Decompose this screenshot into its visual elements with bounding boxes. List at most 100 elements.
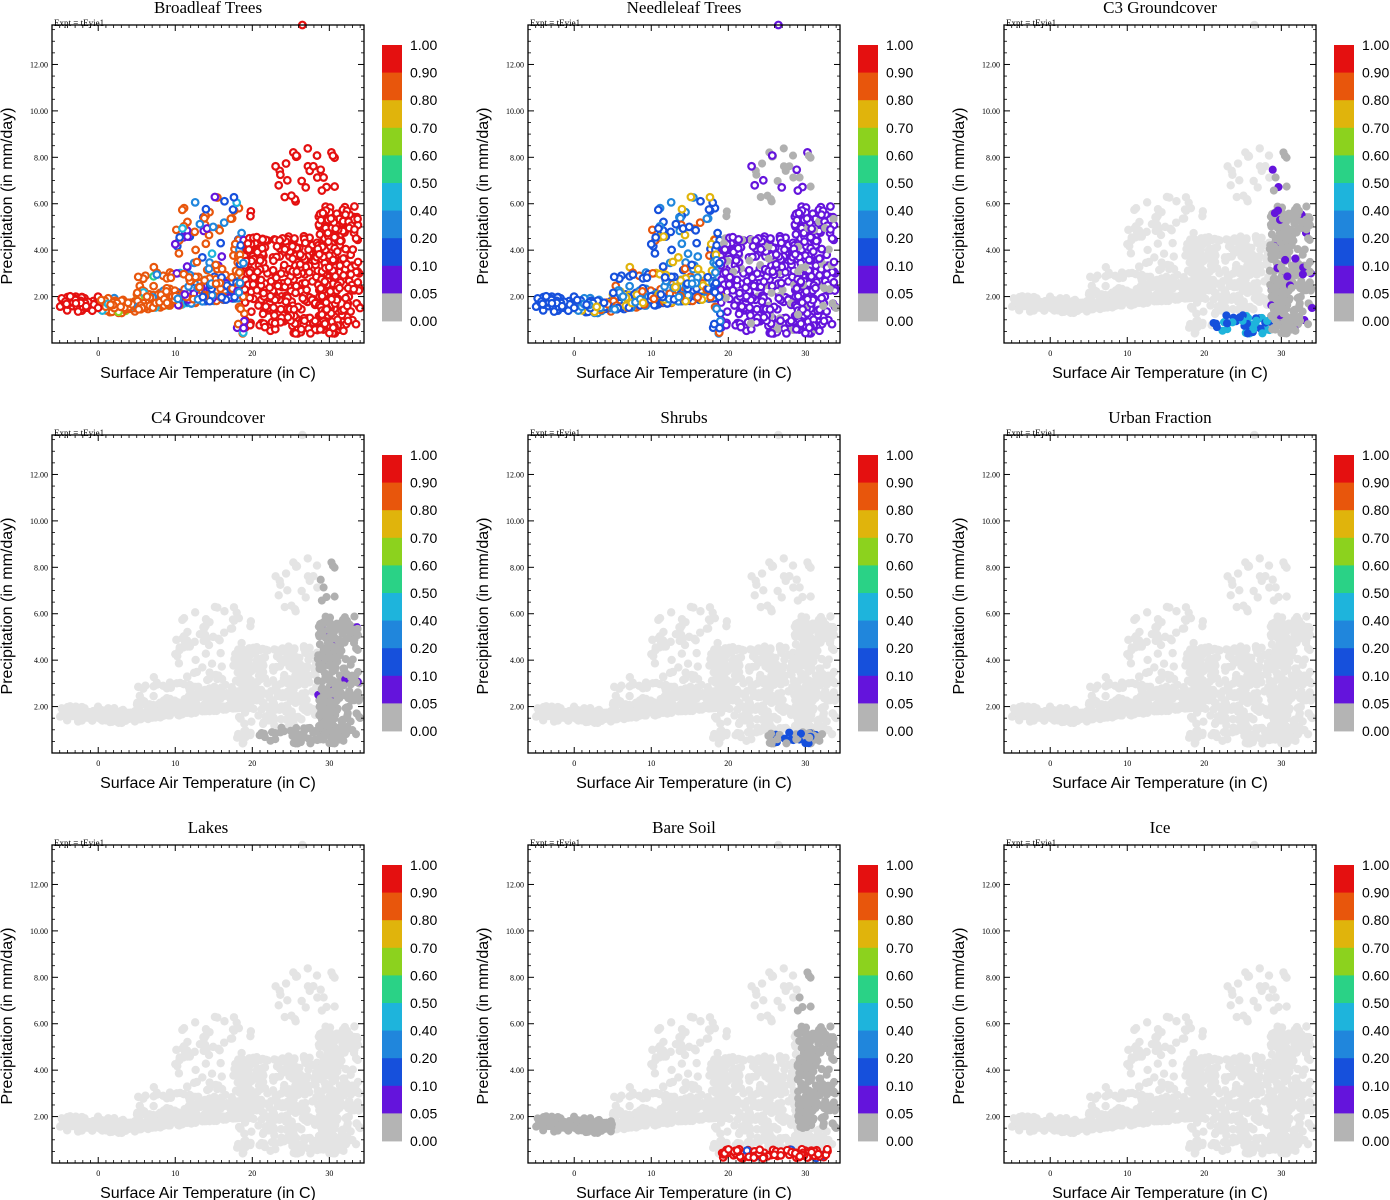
- scatter-point: [819, 301, 828, 310]
- scatter-point: [757, 159, 767, 168]
- scatter-point: [759, 277, 769, 287]
- colorbar-label: 1.00: [410, 37, 437, 53]
- scatter-point: [1189, 228, 1198, 238]
- x-tick-label: 0: [572, 349, 576, 358]
- scatter-point: [330, 182, 340, 191]
- colorbar: 1.000.900.800.700.600.500.400.200.100.05…: [382, 37, 437, 329]
- colorbar-label: 0.60: [886, 147, 913, 163]
- scatter-point: [217, 292, 227, 302]
- scatter-point: [557, 301, 567, 311]
- scatter-point: [776, 316, 785, 326]
- scatter-point: [667, 245, 677, 255]
- scatter-point: [318, 702, 327, 711]
- scatter-point: [1159, 249, 1169, 258]
- scatter-point: [208, 632, 218, 642]
- colorbar-label: 1.00: [1362, 37, 1389, 53]
- colorbar-label: 0.80: [410, 92, 437, 108]
- colorbar-segment: [858, 127, 878, 156]
- scatter-point: [204, 264, 214, 274]
- scatter-point: [1281, 323, 1290, 332]
- scatter-point: [335, 283, 344, 293]
- scatter-point: [290, 234, 299, 243]
- scatter-point: [325, 673, 334, 682]
- scatter-point: [1300, 245, 1309, 254]
- scatter-point: [175, 643, 184, 652]
- scatter-point: [190, 637, 199, 647]
- scatter-point: [316, 165, 326, 175]
- scatter-point: [702, 214, 712, 224]
- scatter-point: [330, 232, 339, 242]
- scatter-point: [304, 245, 313, 255]
- scatter-point: [1135, 232, 1144, 241]
- scatter-point: [297, 176, 307, 186]
- scatter-point: [1178, 214, 1188, 223]
- scatter-point: [1233, 297, 1243, 306]
- scatter-point: [341, 704, 350, 713]
- scatter-point: [768, 267, 778, 276]
- scatter-point: [303, 554, 312, 563]
- scatter-point: [65, 702, 75, 711]
- scatter-point: [346, 270, 356, 279]
- scatter-point: [192, 257, 202, 267]
- scatter-point: [353, 624, 362, 633]
- scatter-point: [201, 614, 211, 624]
- scatter-point: [1188, 304, 1197, 313]
- scatter-point: [301, 688, 310, 698]
- scatter-point: [674, 292, 684, 302]
- scatter-point: [234, 287, 244, 297]
- scatter-point: [162, 298, 172, 308]
- scatter-point: [300, 238, 310, 248]
- scatter-point: [350, 635, 359, 644]
- scatter-point: [349, 284, 359, 294]
- scatter-point: [315, 660, 324, 669]
- scatter-point: [802, 214, 812, 223]
- scatter-point: [226, 214, 236, 224]
- scatter-point: [778, 285, 787, 294]
- scatter-point: [236, 304, 245, 314]
- scatter-point: [1153, 239, 1163, 248]
- scatter-point: [280, 244, 290, 254]
- scatter-point: [316, 694, 325, 703]
- scatter-point: [295, 670, 305, 679]
- scatter-point: [201, 649, 211, 658]
- scatter-point: [1187, 278, 1197, 288]
- scatter-point: [712, 240, 722, 250]
- scatter-point: [65, 291, 75, 301]
- x-tick-label: 20: [1200, 349, 1208, 358]
- scatter-point: [538, 299, 547, 309]
- experiment-label: Expt = tEyie1: [530, 18, 580, 28]
- scatter-point: [192, 667, 202, 677]
- scatter-point: [749, 281, 759, 291]
- scatter-point: [341, 293, 351, 303]
- scatter-point: [178, 615, 187, 625]
- scatter-point: [322, 708, 331, 717]
- scatter-point: [1221, 303, 1230, 312]
- scatter-point: [320, 687, 329, 696]
- panel-title: C4 Groundcover: [151, 408, 265, 427]
- colorbar-segment: [382, 155, 402, 184]
- colorbar-segment: [858, 210, 878, 239]
- scatter-point: [752, 304, 762, 314]
- scatter-point: [306, 739, 315, 748]
- colorbar-segment: [858, 293, 878, 322]
- colorbar-segment: [1334, 210, 1354, 239]
- scatter-point: [696, 196, 705, 206]
- scatter-point: [650, 248, 660, 258]
- scatter-point: [328, 255, 338, 265]
- scatter-point: [1281, 255, 1290, 265]
- scatter-point: [815, 270, 824, 280]
- scatter-point: [237, 638, 246, 648]
- scatter-point: [106, 710, 115, 719]
- scatter-point: [1210, 243, 1219, 253]
- scatter-point: [1150, 292, 1160, 302]
- scatter-point: [328, 151, 338, 161]
- scatter-point: [793, 186, 803, 195]
- scatter-point: [660, 272, 670, 282]
- scatter-point: [829, 277, 839, 287]
- scatter-point: [1235, 176, 1244, 185]
- y-tick-label: 10.00: [30, 107, 48, 116]
- scatter-point: [1243, 288, 1252, 298]
- scatter-point: [149, 281, 159, 291]
- scatter-point: [1045, 303, 1055, 313]
- scatter-point: [319, 173, 328, 182]
